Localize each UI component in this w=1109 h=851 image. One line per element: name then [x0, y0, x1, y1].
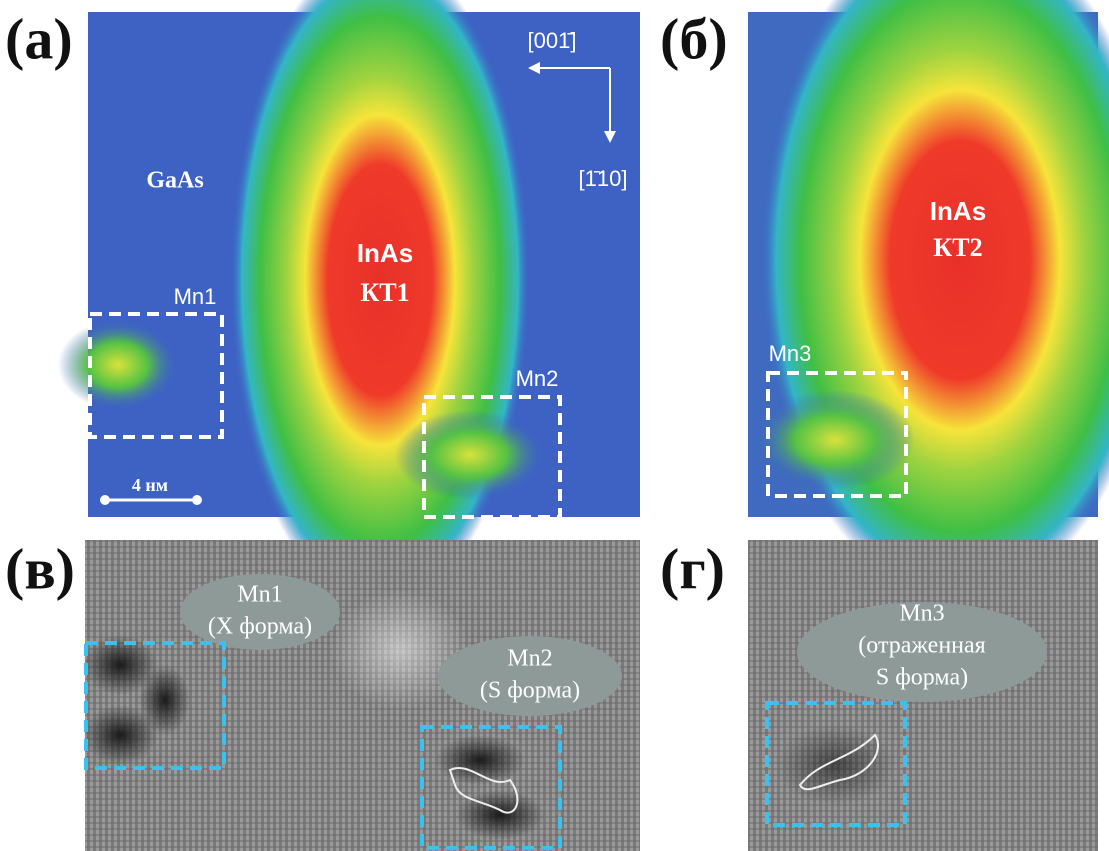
- panel-label: (а): [5, 6, 73, 71]
- scale-bar-end: [100, 495, 110, 505]
- impurity-label: Mn1: [237, 582, 282, 608]
- impurity-lobe: [435, 735, 525, 785]
- panel-a: (а) [001̄] [1̄10] GaAs InAs КТ1 Mn1 Mn2 …: [5, 0, 640, 610]
- impurity-label: Mn3: [899, 601, 944, 627]
- scale-bar-end: [192, 495, 202, 505]
- shape-label: (отраженная: [858, 633, 985, 659]
- panel-label: (б): [660, 6, 728, 71]
- dot-name: КТ2: [933, 233, 982, 262]
- impurity-signal: [755, 390, 915, 490]
- dot-name: КТ1: [360, 278, 409, 307]
- substrate-label: GaAs: [146, 168, 203, 194]
- shape-label: S форма): [876, 665, 968, 691]
- direction-label: [1̄10]: [579, 166, 628, 191]
- impurity-signal: [58, 320, 178, 410]
- dot-material: InAs: [930, 196, 986, 226]
- panel-b: (б) InAs КТ2 Mn3: [660, 0, 1109, 600]
- panel-label: (в): [5, 536, 75, 601]
- impurity-label: Mn2: [507, 646, 552, 672]
- direction-label: [001̄]: [528, 28, 577, 53]
- panel-d: (г) Mn3 (отраженная S форма): [660, 536, 1098, 851]
- impurity-signal: [395, 410, 545, 500]
- dot-material: InAs: [357, 238, 413, 268]
- impurity-label: Mn1: [174, 284, 217, 309]
- figure: (а) [001̄] [1̄10] GaAs InAs КТ1 Mn1 Mn2 …: [0, 0, 1109, 851]
- shape-label: (S форма): [480, 678, 580, 704]
- panel-label: (г): [660, 536, 725, 601]
- impurity-label: Mn2: [516, 366, 559, 391]
- scale-label: 4 нм: [132, 475, 168, 495]
- impurity-label: Mn3: [769, 341, 812, 366]
- impurity-lobe: [140, 665, 190, 735]
- shape-label: (X форма): [208, 614, 312, 640]
- panel-c: (в) Mn1 (X форма) Mn2 (S форма): [5, 536, 640, 851]
